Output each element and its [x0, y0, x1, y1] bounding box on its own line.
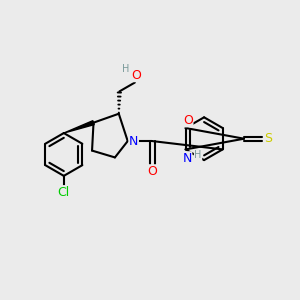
Text: S: S — [264, 132, 272, 145]
Text: O: O — [183, 114, 193, 127]
Text: N: N — [182, 152, 192, 165]
Polygon shape — [64, 121, 94, 133]
Text: O: O — [131, 69, 141, 82]
Text: Cl: Cl — [58, 186, 70, 199]
Text: H: H — [122, 64, 129, 74]
Text: H: H — [194, 150, 202, 161]
Text: O: O — [147, 165, 157, 178]
Text: N: N — [129, 136, 138, 148]
